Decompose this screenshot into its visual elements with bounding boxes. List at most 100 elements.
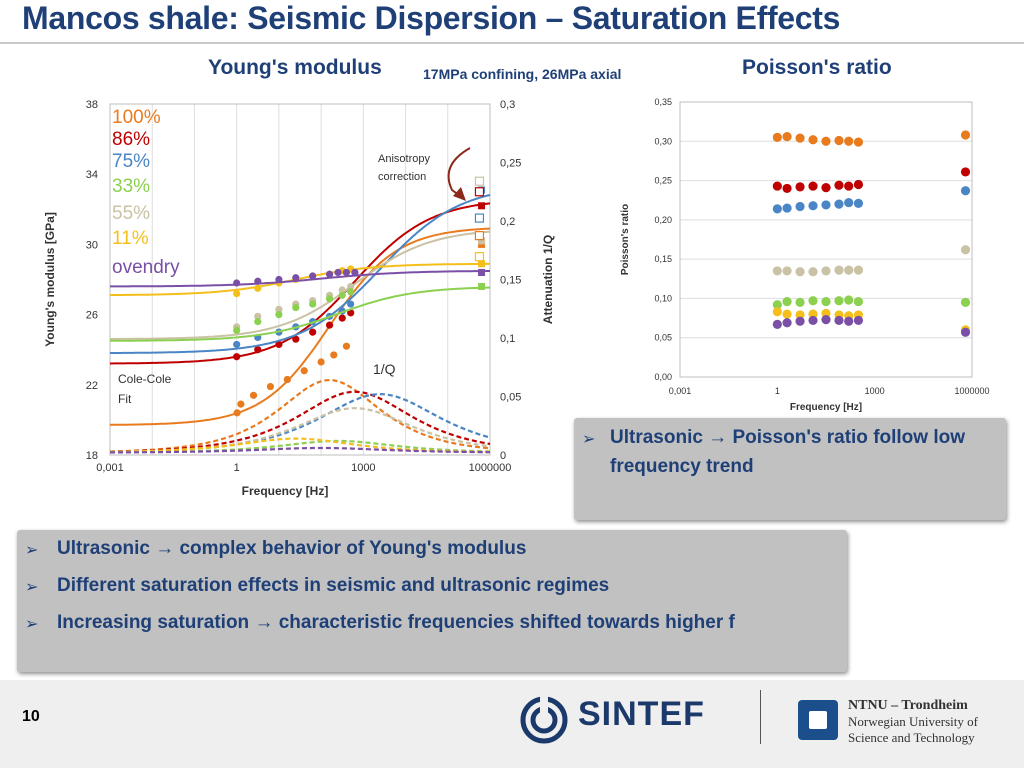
fit-curve-75% xyxy=(110,194,491,354)
y-tick-label: 0,20 xyxy=(654,215,672,225)
poisson-point-75% xyxy=(821,200,831,210)
poisson-point-86% xyxy=(821,183,831,193)
poisson-point-11% xyxy=(782,309,792,319)
poisson-point-33% xyxy=(844,295,854,305)
data-point-55% xyxy=(347,282,355,291)
poisson-point-33% xyxy=(853,296,864,307)
y-axis-label: Poisson's ratio xyxy=(620,204,631,275)
plot-frame xyxy=(109,103,491,456)
legend-label-86%: 86% xyxy=(112,129,150,150)
youngs-modulus-chart: 18 22 26 30 34 38 0 0,05 0,1 0,15 0,2 0,25 0,3 0,001 1… xyxy=(43,99,555,498)
legend-label-75%: 75% xyxy=(112,151,150,172)
x-tick-label: 1 xyxy=(775,386,780,396)
poisson-point-100% xyxy=(782,131,792,142)
callout-row: ➢ Ultrasonic → Poisson's ratio follow lo… xyxy=(582,423,986,481)
arrow-bullet-icon: ➢ xyxy=(25,616,39,633)
poisson-point-11% xyxy=(821,308,831,318)
data-point-100% xyxy=(300,367,308,375)
poisson-point-75% xyxy=(772,204,782,214)
ntnu-logo-icon xyxy=(798,700,838,740)
cole-cole-label: Cole-Cole xyxy=(118,372,172,386)
data-point-86% xyxy=(275,340,283,349)
poisson-point-11% xyxy=(795,310,805,320)
poisson-point-75% xyxy=(853,198,864,208)
ntnu-subtitle-2: Science and Technology xyxy=(848,730,975,745)
poisson-point-55% xyxy=(821,266,831,276)
anisotropy-arrowhead-icon xyxy=(453,187,466,201)
y-tick-label: 18 xyxy=(86,450,98,462)
sintef-logo-text: SINTEF xyxy=(578,695,705,733)
poisson-point-ovendry xyxy=(853,315,864,326)
data-point-100% xyxy=(266,382,275,391)
data-point-55% xyxy=(338,286,346,294)
legend-label-100%: 100% xyxy=(112,107,161,128)
poisson-point-33% xyxy=(834,296,844,306)
data-point-33% xyxy=(338,291,346,299)
y2-tick-label: 0,2 xyxy=(500,216,515,228)
data-point-55% xyxy=(275,305,283,313)
poisson-point-100% xyxy=(808,135,818,145)
poisson-point-55% xyxy=(782,266,792,276)
anisotropy-marker xyxy=(474,176,485,186)
fit-curve-11% xyxy=(109,262,490,297)
x-axis-label: Frequency [Hz] xyxy=(242,484,329,498)
poisson-point-33% xyxy=(795,297,805,307)
data-point-33% xyxy=(254,318,262,326)
attenuation-curve-86% xyxy=(110,390,491,453)
logo-divider xyxy=(760,690,761,744)
data-point-33% xyxy=(292,303,300,312)
y-axis-label: Young's modulus [GPa] xyxy=(43,212,57,347)
anisotropy-marker xyxy=(474,231,485,241)
sintef-logo-icon xyxy=(520,696,568,744)
data-point-33% xyxy=(309,300,317,308)
data-point-86% xyxy=(325,321,334,329)
summary-box: ➢ Ultrasonic → complex behavior of Young… xyxy=(17,530,847,672)
x-tick-label: 1000 xyxy=(351,462,375,474)
poisson-point-ovendry xyxy=(821,315,831,325)
poisson-ultrasonic-100% xyxy=(960,130,971,140)
data-point-ovendry xyxy=(334,268,342,277)
anisotropy-marker xyxy=(474,187,485,197)
data-point-11% xyxy=(233,289,241,298)
data-point-33% xyxy=(347,288,355,296)
y-tick-label: 22 xyxy=(86,380,98,392)
data-point-75% xyxy=(233,340,241,349)
poisson-point-100% xyxy=(821,136,831,146)
ntnu-subtitle-1: Norwegian University of xyxy=(848,714,978,729)
y-tick-label: 0,35 xyxy=(654,97,672,107)
poissons-ratio-heading: Poisson's ratio xyxy=(742,56,892,79)
data-point-100% xyxy=(342,342,351,350)
y2-tick-label: 0,25 xyxy=(500,158,521,170)
poisson-point-55% xyxy=(844,265,854,275)
data-point-ovendry xyxy=(292,274,300,282)
anisotropy-label: correction xyxy=(378,171,426,183)
data-point-100% xyxy=(283,375,291,384)
poisson-point-100% xyxy=(795,133,805,143)
x-tick-label: 0,001 xyxy=(96,462,124,474)
bullet-item: ➢ Increasing saturation → characteristic… xyxy=(25,608,847,645)
poisson-point-ovendry xyxy=(772,319,782,329)
poisson-ultrasonic-ovendry xyxy=(960,327,971,337)
arrow-bullet-icon: ➢ xyxy=(582,431,596,448)
data-point-ovendry xyxy=(275,275,283,284)
data-point-ovendry xyxy=(233,279,241,287)
poisson-point-55% xyxy=(772,266,782,276)
data-point-100% xyxy=(317,358,325,366)
footer xyxy=(0,680,1024,768)
cole-cole-label: Fit xyxy=(118,392,132,406)
poisson-point-100% xyxy=(844,136,854,146)
poisson-point-100% xyxy=(772,132,782,142)
slide-title: Mancos shale: Seismic Dispersion – Satur… xyxy=(22,0,841,36)
y2-tick-label: 0,1 xyxy=(500,333,515,345)
poisson-point-75% xyxy=(834,199,844,209)
title-divider xyxy=(0,42,1024,44)
data-point-ovendry xyxy=(351,268,359,277)
data-point-55% xyxy=(254,312,262,320)
poisson-point-ovendry xyxy=(795,316,805,326)
poisson-point-55% xyxy=(853,265,864,275)
y2-axis-label: Attenuation 1/Q xyxy=(541,235,555,324)
youngs-modulus-heading: Young's modulus xyxy=(208,56,382,79)
poisson-point-33% xyxy=(821,296,831,307)
y-tick-label: 0,30 xyxy=(654,136,672,146)
data-point-ovendry xyxy=(254,277,262,285)
